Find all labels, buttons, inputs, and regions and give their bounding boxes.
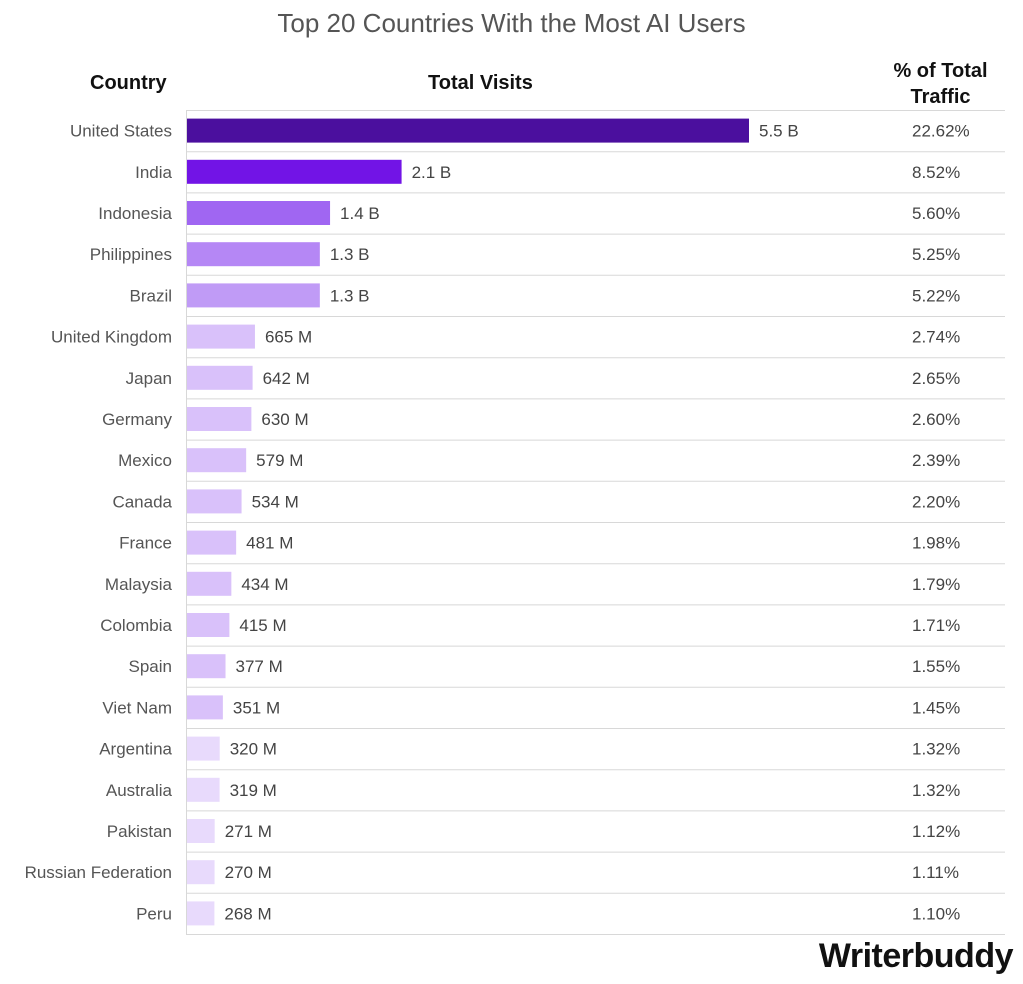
country-label: Germany <box>102 410 172 429</box>
value-label: 1.4 B <box>340 204 380 223</box>
country-label: India <box>135 163 172 182</box>
bar <box>187 283 320 308</box>
country-label: Australia <box>106 781 173 800</box>
visits-column-header: Total Visits <box>428 72 533 94</box>
bar <box>187 489 242 514</box>
bar <box>187 860 215 885</box>
writerbuddy-logo: Writerbuddy <box>818 937 1014 975</box>
value-label: 270 M <box>225 863 272 882</box>
value-label: 5.5 B <box>759 122 799 141</box>
traffic-label: 2.20% <box>912 492 960 511</box>
value-label: 642 M <box>263 369 310 388</box>
bar <box>187 613 230 637</box>
bar <box>187 571 232 596</box>
traffic-label: 2.60% <box>912 410 960 429</box>
value-label: 377 M <box>236 657 283 676</box>
traffic-label: 8.52% <box>912 163 960 182</box>
country-label: Canada <box>112 492 172 511</box>
chart-title: Top 20 Countries With the Most AI Users <box>277 8 746 38</box>
traffic-label: 2.74% <box>912 328 960 347</box>
bar <box>187 530 237 555</box>
bar <box>187 448 247 473</box>
value-label: 271 M <box>225 822 272 841</box>
country-label: United States <box>70 122 172 141</box>
bar <box>187 365 253 390</box>
bar <box>187 242 320 267</box>
value-label: 579 M <box>256 451 303 470</box>
traffic-label: 5.60% <box>912 204 960 223</box>
country-label: France <box>119 534 172 553</box>
bar <box>187 118 749 143</box>
country-label: Mexico <box>118 451 172 470</box>
bar <box>187 654 226 679</box>
traffic-label: 5.25% <box>912 245 960 264</box>
value-label: 319 M <box>230 781 277 800</box>
traffic-label: 1.32% <box>912 740 960 759</box>
bar-chart: United States 5.5 B 22.62% India 2.1 B 8.52% I… <box>25 110 1005 935</box>
traffic-label: 1.12% <box>912 822 960 841</box>
traffic-label: 1.10% <box>912 904 960 923</box>
value-label: 481 M <box>246 534 293 553</box>
value-label: 630 M <box>261 410 308 429</box>
value-label: 351 M <box>233 698 280 717</box>
country-label: Malaysia <box>105 575 173 594</box>
bar <box>187 777 220 802</box>
traffic-label: 1.45% <box>912 698 960 717</box>
bar <box>187 159 402 184</box>
bar <box>187 901 215 926</box>
country-label: Viet Nam <box>102 698 172 717</box>
country-column-header: Country <box>90 72 167 94</box>
value-label: 665 M <box>265 328 312 347</box>
traffic-label: 1.55% <box>912 657 960 676</box>
country-label: Spain <box>129 657 172 676</box>
country-label: Brazil <box>129 286 172 305</box>
country-label: Japan <box>126 369 172 388</box>
country-label: Peru <box>136 904 172 923</box>
bar <box>187 819 215 843</box>
value-label: 415 M <box>239 616 286 635</box>
traffic-label: 2.39% <box>912 451 960 470</box>
country-label: United Kingdom <box>51 328 172 347</box>
country-label: Philippines <box>90 245 172 264</box>
bar <box>187 324 255 349</box>
traffic-label: 5.22% <box>912 286 960 305</box>
value-label: 268 M <box>224 904 271 923</box>
traffic-label: 1.32% <box>912 781 960 800</box>
bar <box>187 695 223 720</box>
bar <box>187 407 252 431</box>
traffic-label: 1.71% <box>912 616 960 635</box>
traffic-label: 22.62% <box>912 122 970 141</box>
value-label: 1.3 B <box>330 286 370 305</box>
country-label: Pakistan <box>107 822 172 841</box>
country-label: Colombia <box>100 616 172 635</box>
country-label: Argentina <box>99 740 172 759</box>
value-label: 2.1 B <box>412 163 452 182</box>
traffic-column-header: % of Total Traffic <box>893 60 988 108</box>
traffic-label: 1.11% <box>912 863 959 882</box>
value-label: 534 M <box>252 492 299 511</box>
traffic-label: 2.65% <box>912 369 960 388</box>
value-label: 1.3 B <box>330 245 370 264</box>
traffic-label: 1.98% <box>912 534 960 553</box>
traffic-label: 1.79% <box>912 575 960 594</box>
country-label: Russian Federation <box>25 863 172 882</box>
country-label: Indonesia <box>98 204 172 223</box>
bar <box>187 201 331 225</box>
value-label: 434 M <box>241 575 288 594</box>
value-label: 320 M <box>230 740 277 759</box>
bar <box>187 736 220 761</box>
